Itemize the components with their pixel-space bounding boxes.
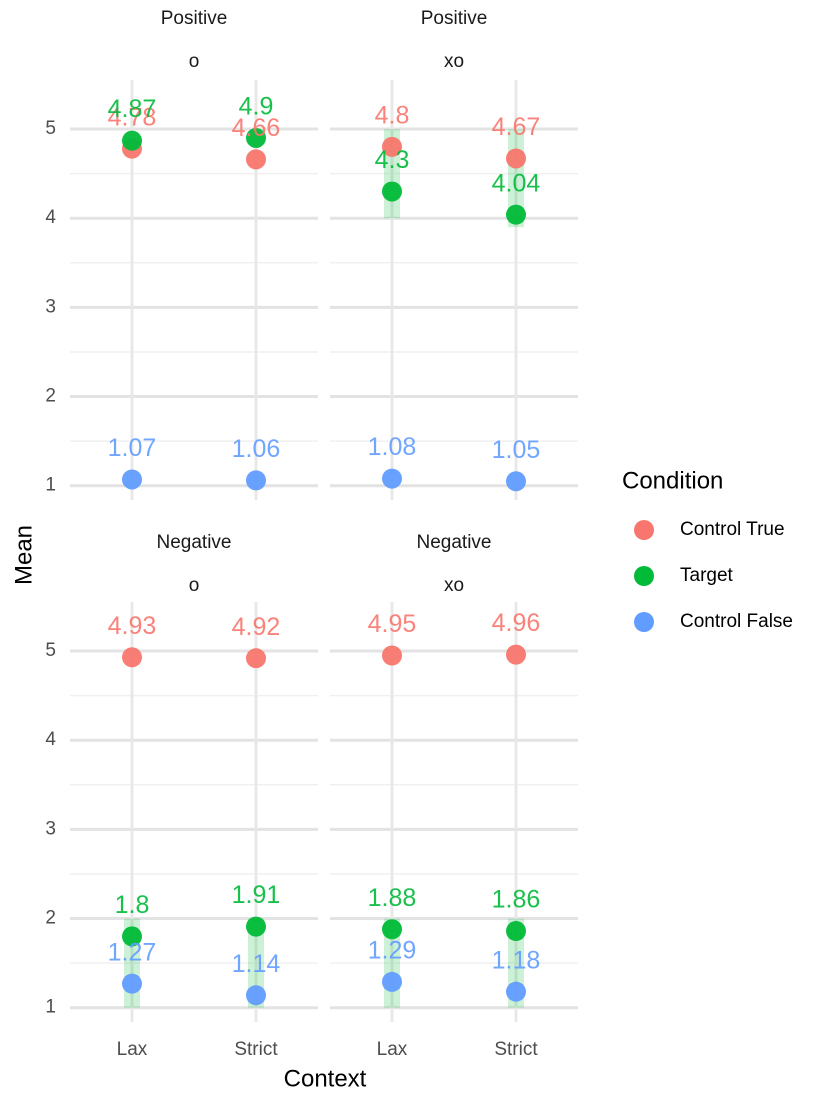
legend-marker: [634, 612, 654, 632]
legend-label: Control False: [680, 611, 793, 632]
data-label: 1.05: [492, 436, 541, 464]
x-axis-label: Context: [284, 1065, 367, 1092]
x-tick-label: Lax: [377, 1039, 408, 1060]
y-tick-label: 3: [45, 818, 56, 839]
point: [246, 470, 266, 491]
strip-label: o: [189, 51, 200, 72]
data-label: 1.18: [492, 946, 541, 974]
data-label: 4.96: [492, 609, 541, 637]
point: [382, 181, 402, 202]
legend-label: Target: [680, 565, 734, 586]
y-tick-label: 4: [45, 729, 56, 750]
point: [246, 916, 266, 937]
y-axis-label: Mean: [10, 525, 37, 585]
y-tick-label: 2: [45, 386, 56, 407]
data-label: 4.8: [375, 101, 410, 129]
point: [122, 926, 142, 947]
data-label: 1.08: [368, 433, 417, 461]
x-tick-label: Strict: [494, 1039, 538, 1060]
y-tick-label: 5: [45, 640, 56, 661]
point: [506, 644, 526, 665]
legend-label: Control True: [680, 519, 785, 540]
point: [506, 204, 526, 225]
data-label: 4.3: [375, 146, 410, 174]
point: [506, 148, 526, 169]
y-tick-label: 1: [45, 475, 56, 496]
data-label: 1.07: [108, 434, 157, 462]
strip-label: Positive: [421, 8, 488, 29]
point: [382, 645, 402, 666]
strip-label: Negative: [157, 532, 232, 553]
data-label: 1.06: [232, 435, 281, 463]
y-tick-label: 1: [45, 997, 56, 1018]
y-tick-label: 3: [45, 296, 56, 317]
point: [246, 149, 266, 170]
point: [122, 647, 142, 668]
data-label: 4.9: [239, 93, 274, 121]
data-label: 4.93: [108, 612, 157, 640]
target-range: [248, 918, 264, 1008]
point: [246, 648, 266, 669]
strip-label: xo: [444, 575, 464, 596]
point: [382, 136, 402, 157]
point: [246, 985, 266, 1006]
data-label: 1.86: [492, 886, 541, 914]
data-label: 4.92: [232, 613, 281, 641]
data-label: 4.04: [492, 169, 541, 197]
data-label: 4.95: [368, 610, 417, 638]
data-label: 1.8: [115, 891, 150, 919]
point: [122, 469, 142, 490]
point: [246, 127, 266, 148]
data-label: 1.91: [232, 881, 281, 909]
legend-marker: [634, 566, 654, 586]
y-tick-label: 5: [45, 118, 56, 139]
point: [506, 471, 526, 492]
point: [122, 973, 142, 994]
data-label: 1.29: [368, 936, 417, 964]
data-label: 4.87: [108, 95, 157, 123]
y-tick-label: 4: [45, 207, 56, 228]
x-tick-label: Lax: [117, 1039, 148, 1060]
strip-label: Negative: [417, 532, 492, 553]
point: [506, 981, 526, 1002]
data-label: 1.14: [232, 950, 281, 978]
strip-label: xo: [444, 51, 464, 72]
data-label: 4.66: [232, 114, 281, 142]
x-tick-label: Strict: [234, 1039, 278, 1060]
strip-label: o: [189, 575, 200, 596]
data-label: 4.78: [108, 103, 157, 131]
point: [122, 130, 142, 151]
y-tick-label: 2: [45, 908, 56, 929]
legend-title: Condition: [622, 467, 723, 494]
legend-marker: [634, 520, 654, 540]
point: [506, 921, 526, 942]
data-label: 1.88: [368, 884, 417, 912]
point: [382, 468, 402, 489]
strip-label: Positive: [161, 8, 228, 29]
point: [382, 971, 402, 992]
point: [382, 919, 402, 940]
data-label: 4.67: [492, 113, 541, 141]
data-label: 1.27: [108, 938, 157, 966]
